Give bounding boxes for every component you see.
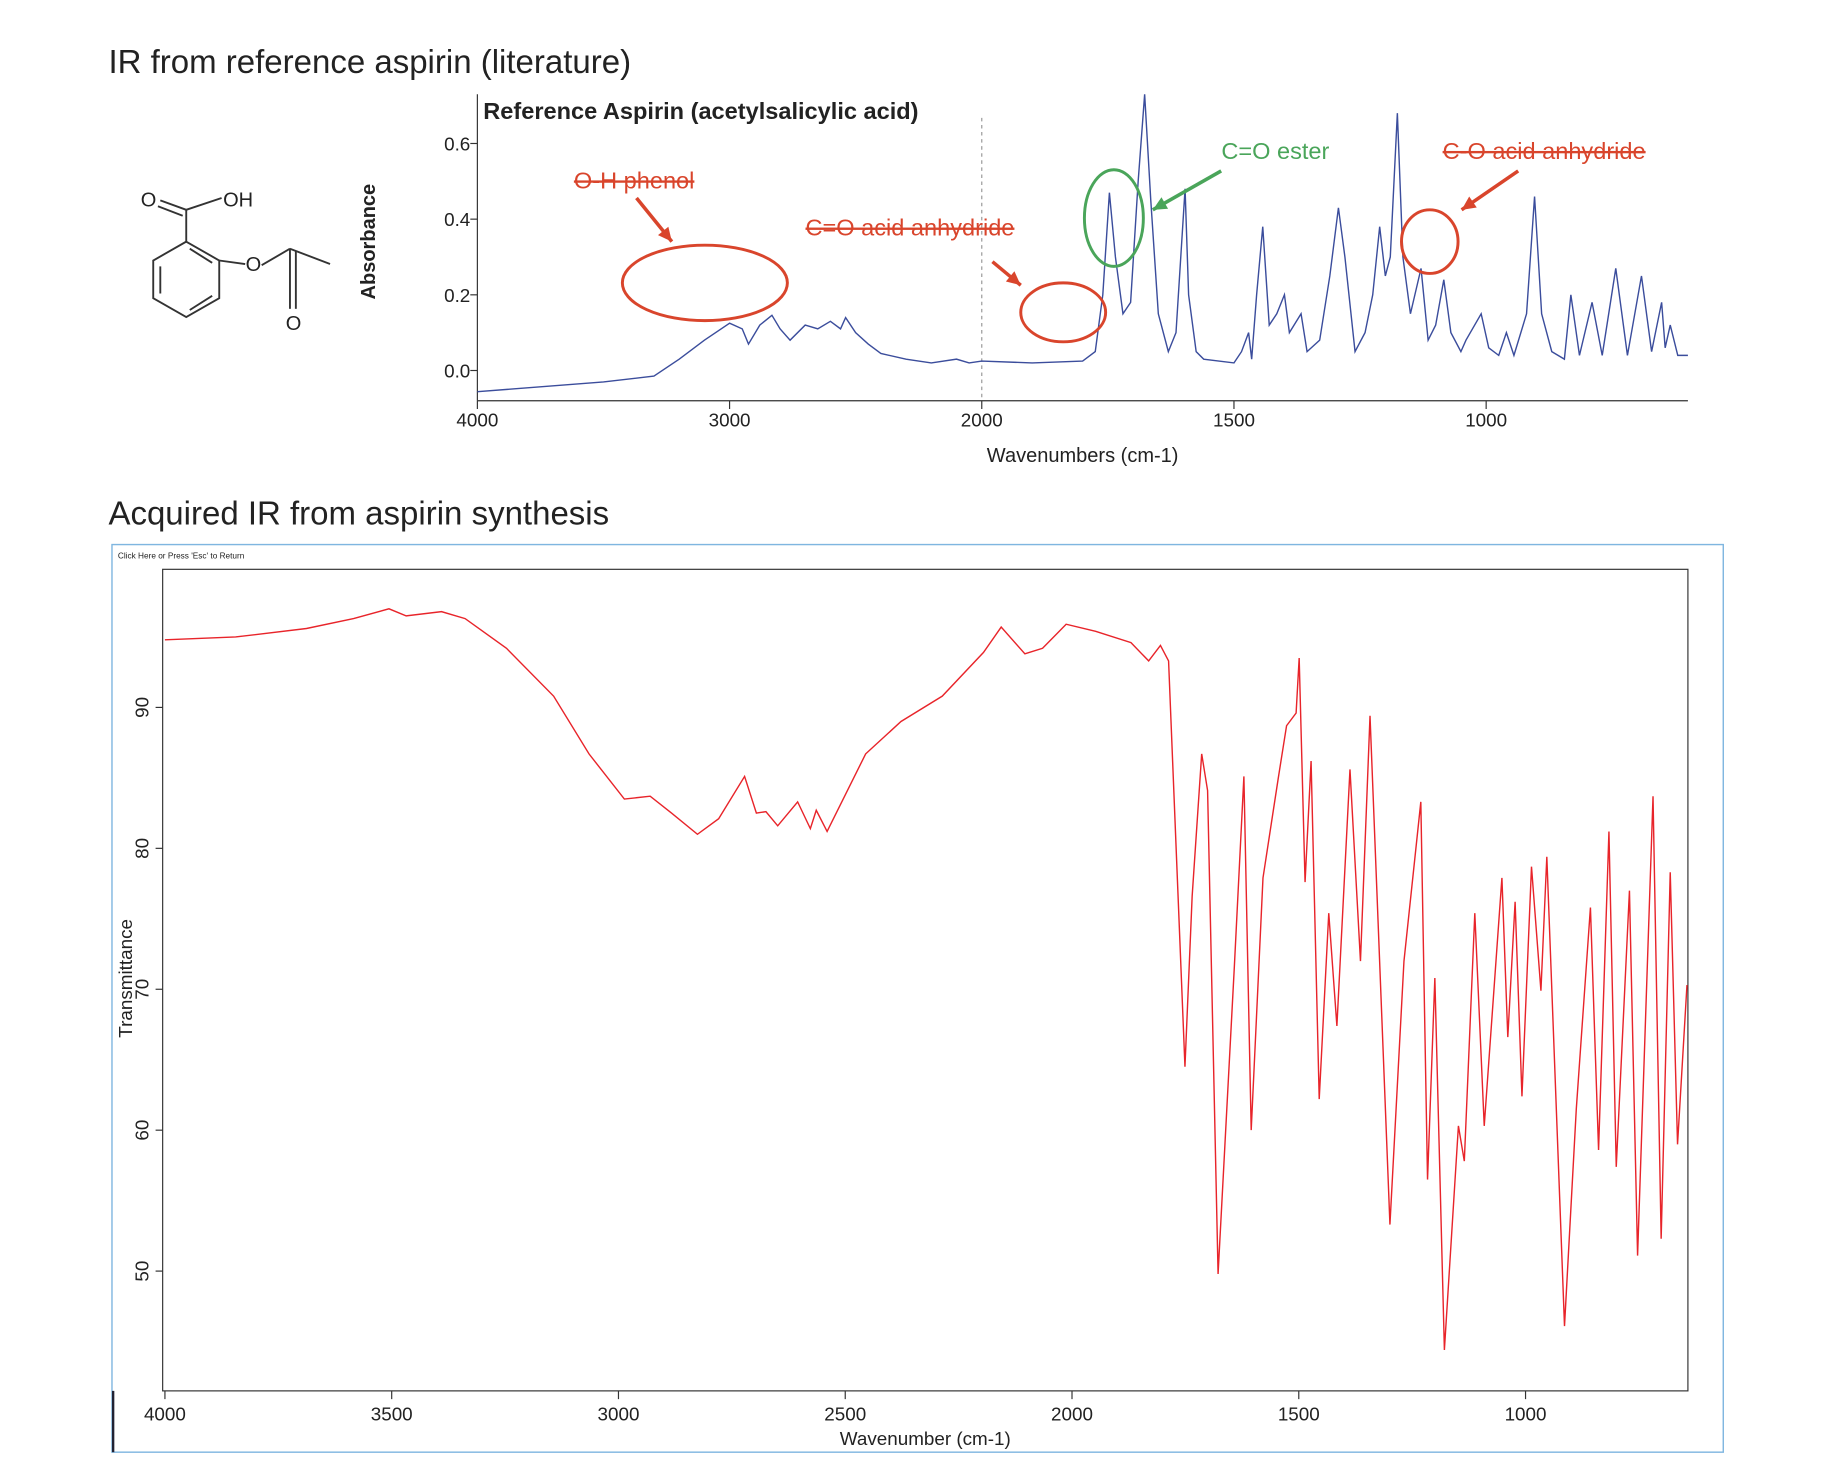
annotation-arrowhead — [1152, 197, 1169, 210]
annotation-arrowhead — [657, 226, 672, 242]
chart-title: Reference Aspirin (acetylsalicylic acid) — [483, 98, 918, 124]
x-tick-label: 2000 — [1051, 1403, 1093, 1424]
ring — [152, 240, 221, 319]
y-axis-label: Absorbance — [358, 184, 380, 300]
x-tick-label: 4000 — [144, 1403, 186, 1424]
atom-label: O — [286, 313, 302, 335]
y-tick-label: 50 — [132, 1261, 153, 1282]
plot-frame — [162, 568, 1689, 1392]
y-tick-label: 0.6 — [444, 134, 470, 155]
bond — [189, 247, 213, 264]
annotation-label: C=O ester — [1221, 138, 1329, 164]
annotation-arrowhead — [1005, 271, 1021, 286]
x-tick-label: 1000 — [1465, 410, 1507, 431]
x-tick-label: 2500 — [824, 1403, 866, 1424]
x-tick-label: 3000 — [598, 1403, 640, 1424]
annotation-circle — [1400, 208, 1460, 275]
y-tick-label: 0.2 — [444, 285, 470, 306]
bond — [185, 197, 222, 211]
atom-label: O — [141, 189, 157, 211]
x-tick-label: 1500 — [1213, 410, 1255, 431]
y-tick-label: 60 — [132, 1120, 153, 1141]
y-tick-label: 0.4 — [444, 209, 470, 230]
x-tick-label: 2000 — [961, 410, 1003, 431]
atom-label: OH — [223, 189, 253, 211]
heading: Acquired IR from aspirin synthesis — [108, 495, 609, 532]
spectrum-line — [477, 94, 1688, 393]
annotation-circle — [1082, 168, 1145, 268]
window-notice[interactable]: Click Here or Press 'Esc' to Return — [118, 552, 245, 561]
x-axis-label: Wavenumbers (cm-1) — [987, 445, 1179, 467]
y-tick-label: 70 — [132, 979, 153, 1000]
x-tick-label: 1000 — [1505, 1403, 1547, 1424]
x-tick-label: 4000 — [456, 410, 498, 431]
bond — [157, 205, 184, 217]
bond — [159, 199, 187, 211]
x-axis-label: Wavenumber (cm-1) — [840, 1428, 1011, 1449]
annotation-circle — [1019, 281, 1108, 344]
annotation-label: O-H phenol — [574, 168, 695, 194]
y-axis-label: Transmittance — [115, 919, 136, 1038]
annotation-label: C-O acid anhydride — [1443, 138, 1646, 164]
y-tick-label: 90 — [132, 697, 153, 718]
x-tick-label: 3500 — [371, 1403, 413, 1424]
y-tick-label: 0.0 — [444, 361, 470, 382]
molecule — [152, 197, 331, 319]
atom-label: O — [246, 254, 262, 276]
heading: IR from reference aspirin (literature) — [108, 43, 631, 80]
annotation-label: C=O acid anhydride — [806, 215, 1015, 241]
annotation-circle — [620, 243, 789, 323]
x-tick-label: 1500 — [1278, 1403, 1320, 1424]
spectrum-line — [164, 608, 1688, 1351]
x-tick-label: 3000 — [709, 410, 751, 431]
bond — [219, 259, 246, 265]
window-frame — [111, 543, 1724, 1453]
y-tick-label: 80 — [132, 838, 153, 859]
bond — [261, 247, 291, 267]
annotation-arrowhead — [1461, 196, 1477, 210]
bond — [189, 295, 213, 311]
